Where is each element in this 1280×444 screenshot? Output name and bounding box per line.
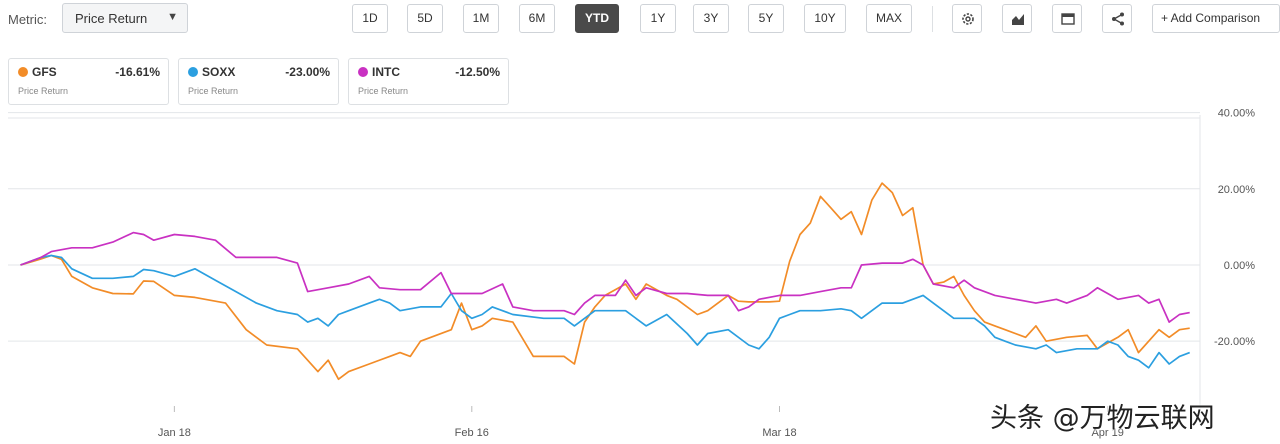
legend-metric: Price Return xyxy=(18,86,69,96)
x-tick-label: Mar 18 xyxy=(762,427,796,439)
range-button-max[interactable]: MAX xyxy=(866,4,912,33)
series-color-dot xyxy=(18,67,28,77)
range-button-6m[interactable]: 6M xyxy=(519,4,555,33)
chart-type-icon xyxy=(1012,14,1024,25)
chevron-down-icon: ▼ xyxy=(167,11,178,23)
gear-icon xyxy=(962,13,974,25)
legend-ticker: INTC xyxy=(372,65,400,79)
x-tick-label: Feb 16 xyxy=(455,427,489,439)
add-comparison-button[interactable]: + Add Comparison xyxy=(1152,4,1280,33)
legend-card-intc[interactable]: INTC -12.50% Price Return xyxy=(348,58,509,105)
series-line-soxx xyxy=(20,254,1190,369)
x-tick-label: Apr 19 xyxy=(1091,427,1123,439)
y-tick-label: -20.00% xyxy=(1214,336,1255,348)
series-color-dot xyxy=(188,67,198,77)
range-button-ytd[interactable]: YTD xyxy=(575,4,619,33)
legend-value: -23.00% xyxy=(285,65,330,79)
legend-card-soxx[interactable]: SOXX -23.00% Price Return xyxy=(178,58,339,105)
metric-label: Metric: xyxy=(8,12,47,27)
legend-ticker: GFS xyxy=(32,65,57,79)
settings-button[interactable] xyxy=(952,4,982,33)
y-tick-label: 20.00% xyxy=(1218,184,1256,196)
legend-metric: Price Return xyxy=(358,86,409,96)
legend-card-gfs[interactable]: GFS -16.61% Price Return xyxy=(8,58,169,105)
price-return-chart[interactable]: 40.00% 20.00% 0.00% -20.00% Jan 18 Feb 16 Mar … xyxy=(0,105,1280,444)
legend-ticker: SOXX xyxy=(202,65,236,79)
series-color-dot xyxy=(358,67,368,77)
table-view-button[interactable] xyxy=(1052,4,1082,33)
range-button-1y[interactable]: 1Y xyxy=(640,4,676,33)
legend-metric: Price Return xyxy=(188,86,239,96)
y-tick-label: 40.00% xyxy=(1218,108,1256,120)
share-button[interactable] xyxy=(1102,4,1132,33)
range-button-5d[interactable]: 5D xyxy=(407,4,443,33)
watermark: 头条 @万物云联网 xyxy=(990,403,1215,434)
legend-value: -16.61% xyxy=(115,65,160,79)
series-line-gfs xyxy=(20,182,1190,381)
toolbar: Metric: Price Return ▼ 1D 5D 1M 6M YTD 1… xyxy=(0,0,1280,40)
y-tick-label: 0.00% xyxy=(1224,260,1255,272)
legend-value: -12.50% xyxy=(455,65,500,79)
chart-type-button[interactable] xyxy=(1002,4,1032,33)
metric-select[interactable]: Price Return ▼ xyxy=(62,3,188,33)
range-button-3y[interactable]: 3Y xyxy=(693,4,729,33)
share-icon xyxy=(1112,12,1124,26)
range-button-5y[interactable]: 5Y xyxy=(748,4,784,33)
series-line-intc xyxy=(20,231,1190,323)
table-icon xyxy=(1061,13,1075,25)
metric-select-value: Price Return xyxy=(75,11,148,26)
toolbar-divider xyxy=(932,6,933,32)
x-tick-label: Jan 18 xyxy=(158,427,191,439)
range-button-1m[interactable]: 1M xyxy=(463,4,499,33)
range-button-1d[interactable]: 1D xyxy=(352,4,388,33)
range-button-10y[interactable]: 10Y xyxy=(804,4,846,33)
